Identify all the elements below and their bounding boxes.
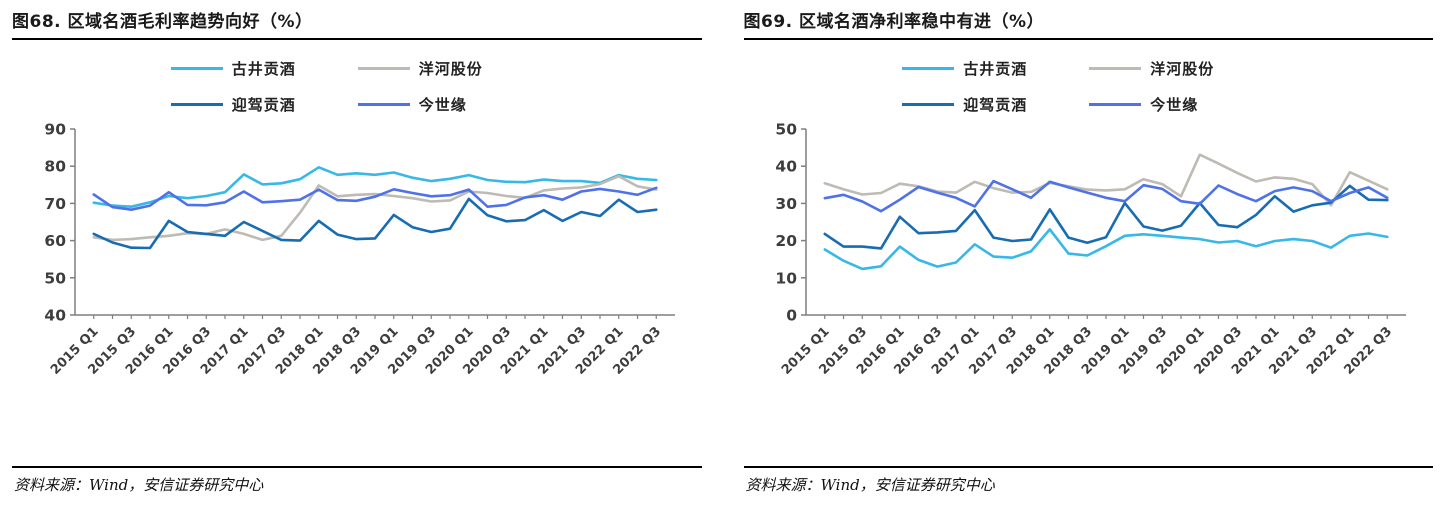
legend-item: 迎驾贡酒 — [902, 94, 1087, 115]
legend-series-label: 洋河股份 — [1150, 60, 1215, 78]
svg-text:60: 60 — [44, 232, 66, 250]
legend-item: 今世缘 — [357, 94, 543, 115]
legend-series-label: 古井贡酒 — [963, 60, 1028, 78]
source-note: 资料来源：Wind，安信证券研究中心 — [14, 476, 264, 494]
legend-line-swatch — [357, 103, 410, 106]
legend-item: 今世缘 — [1089, 94, 1274, 115]
svg-text:90: 90 — [44, 121, 66, 139]
legend-line-swatch — [1089, 67, 1142, 70]
legend-item: 洋河股份 — [357, 58, 543, 79]
title-divider — [12, 38, 702, 40]
legend-series-label: 迎驾贡酒 — [963, 96, 1028, 114]
figure-69: 图69. 区域名酒净利率稳中有进（%） 古井贡酒 洋河股份迎驾贡酒 今世缘 0 10 2… — [743, 0, 1433, 505]
figure-68: 图68. 区域名酒毛利率趋势向好（%） 古井贡酒 洋河股份迎驾贡酒 今世缘 40 50… — [12, 0, 702, 505]
legend-item: 迎驾贡酒 — [170, 94, 356, 115]
legend-line-swatch — [902, 67, 955, 70]
svg-text:40: 40 — [776, 158, 798, 176]
svg-text:30: 30 — [776, 195, 798, 213]
chart-legend: 古井贡酒 洋河股份迎驾贡酒 今世缘 — [883, 58, 1293, 115]
svg-text:50: 50 — [776, 121, 798, 139]
legend-line-swatch — [170, 103, 223, 106]
svg-text:40: 40 — [44, 307, 66, 325]
legend-item: 古井贡酒 — [170, 58, 356, 79]
legend-series-label: 洋河股份 — [418, 60, 483, 78]
svg-text:20: 20 — [776, 232, 798, 250]
svg-text:0: 0 — [786, 307, 797, 325]
legend-line-swatch — [357, 67, 410, 70]
legend-series-label: 今世缘 — [418, 96, 467, 114]
chart-legend: 古井贡酒 洋河股份迎驾贡酒 今世缘 — [152, 58, 562, 115]
legend-line-swatch — [170, 67, 223, 70]
source-divider — [12, 466, 702, 468]
figure-69-title: 图69. 区域名酒净利率稳中有进（%） — [743, 12, 1045, 32]
legend-series-label: 迎驾贡酒 — [231, 96, 296, 114]
svg-text:10: 10 — [776, 269, 798, 287]
svg-text:50: 50 — [44, 269, 66, 287]
legend-line-swatch — [902, 103, 955, 106]
svg-text:80: 80 — [44, 158, 66, 176]
figure-68-title: 图68. 区域名酒毛利率趋势向好（%） — [12, 12, 313, 32]
legend-series-label: 今世缘 — [1150, 96, 1199, 114]
legend-item: 洋河股份 — [1089, 58, 1274, 79]
svg-text:70: 70 — [44, 195, 66, 213]
legend-item: 古井贡酒 — [902, 58, 1087, 79]
source-note: 资料来源：Wind，安信证券研究中心 — [745, 476, 995, 494]
source-divider — [743, 466, 1433, 468]
legend-series-label: 古井贡酒 — [231, 60, 296, 78]
title-divider — [743, 38, 1433, 40]
legend-line-swatch — [1089, 103, 1142, 106]
